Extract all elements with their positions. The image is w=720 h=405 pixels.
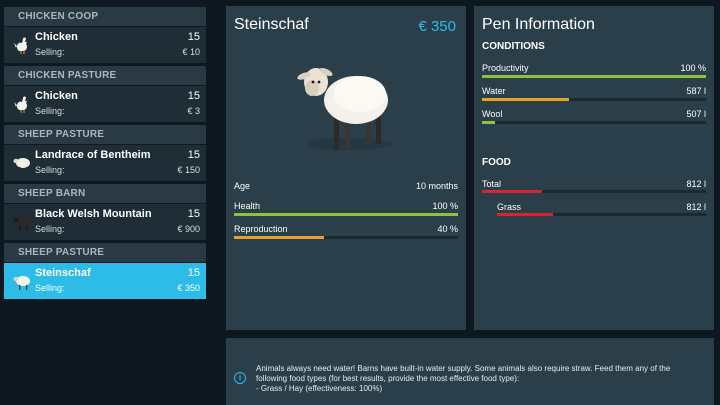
item-price: € 900 [177,224,200,234]
productivity-bar [482,75,706,78]
wool-bar [482,121,706,124]
health-label: Health [234,201,261,211]
productivity-label: Productivity [482,63,529,73]
section-header-sheep-barn: SHEEP BARN [4,184,206,203]
list-item-chicken-pasture[interactable]: Chicken 15 Selling: € 3 [4,86,206,122]
list-item-chicken-coop[interactable]: Chicken 15 Selling: € 10 [4,27,206,63]
chicken-icon [14,95,27,113]
item-price: € 150 [177,165,200,175]
list-item-black-welsh-mountain[interactable]: Black Welsh Mountain 15 Selling: € 900 [4,204,206,240]
sheep-icon [13,276,30,290]
info-text-line: following food types (for best results, … [256,374,520,383]
conditions-header: CONDITIONS [482,41,545,52]
info-text-line: - Grass / Hay (effectiveness: 100%) [256,384,383,393]
item-selling-label: Selling: [35,47,65,57]
productivity-bar-fill [482,75,706,78]
reproduction-value: 40 % [437,224,458,234]
item-selling-label: Selling: [35,224,65,234]
list-item-landrace-of-bentheim[interactable]: Landrace of Bentheim 15 Selling: € 150 [4,145,206,181]
section-header-chicken-coop: CHICKEN COOP [4,7,206,26]
sheep-icon [13,158,30,172]
food-total-bar [482,190,706,193]
reproduction-label: Reproduction [234,224,288,234]
health-bar-fill [234,213,458,216]
food-total-value: 812 l [686,179,706,189]
item-selling-label: Selling: [35,106,65,116]
animal-detail-panel: Steinschaf € 350 Age 10 months Health 10… [226,6,466,330]
pen-title: Pen Information [482,16,595,33]
section-header-sheep-pasture: SHEEP PASTURE [4,125,206,144]
reproduction-bar-fill [234,236,324,239]
water-bar [482,98,706,101]
water-value: 587 l [686,86,706,96]
water-label: Water [482,86,506,96]
animal-list-sidebar: CHICKEN COOP Chicken 15 Selling: € 10 CH… [0,0,210,405]
wool-value: 507 l [686,109,706,119]
info-text-line: Animals always need water! Barns have bu… [256,364,671,373]
black-sheep-icon [13,217,30,231]
grass-bar-fill [497,213,554,216]
item-name: Steinschaf [35,267,91,279]
wool-label: Wool [482,109,503,119]
food-header: FOOD [482,157,511,168]
item-count: 15 [187,208,200,220]
item-price: € 10 [182,47,200,57]
item-selling-label: Selling: [35,283,65,293]
item-name: Chicken [35,90,78,102]
info-help-panel: i Animals always need water! Barns have … [226,338,714,405]
section-header-chicken-pasture: CHICKEN PASTURE [4,66,206,85]
item-count: 15 [187,149,200,161]
item-count: 15 [187,267,200,279]
health-bar [234,213,458,216]
pen-information-panel: Pen Information CONDITIONS Productivity … [474,6,714,330]
age-label: Age [234,181,251,191]
info-text: Animals always need water! Barns have bu… [256,364,696,394]
item-selling-label: Selling: [35,165,65,175]
health-value: 100 % [432,201,458,211]
chicken-icon [14,36,27,54]
wool-bar-fill [482,121,496,124]
item-count: 15 [187,31,200,43]
water-bar-fill [482,98,570,101]
sheep-image [297,67,392,150]
section-header-sheep-pasture: SHEEP PASTURE [4,243,206,262]
item-price: € 350 [177,283,200,293]
animal-name: Steinschaf [234,16,309,33]
grass-bar [497,213,706,216]
grass-value: 812 l [686,202,706,212]
food-total-bar-fill [482,190,543,193]
reproduction-bar [234,236,458,239]
food-total-label: Total [482,179,502,189]
item-price: € 3 [187,106,200,116]
item-name: Chicken [35,31,78,43]
item-count: 15 [187,90,200,102]
item-name: Landrace of Bentheim [35,149,151,161]
item-name: Black Welsh Mountain [35,208,152,220]
productivity-value: 100 % [680,63,706,73]
animal-price: € 350 [418,18,456,35]
age-value: 10 months [415,181,458,191]
grass-label: Grass [497,202,522,212]
list-item-steinschaf[interactable]: Steinschaf 15 Selling: € 350 [4,263,206,299]
info-icon: i [234,372,246,384]
